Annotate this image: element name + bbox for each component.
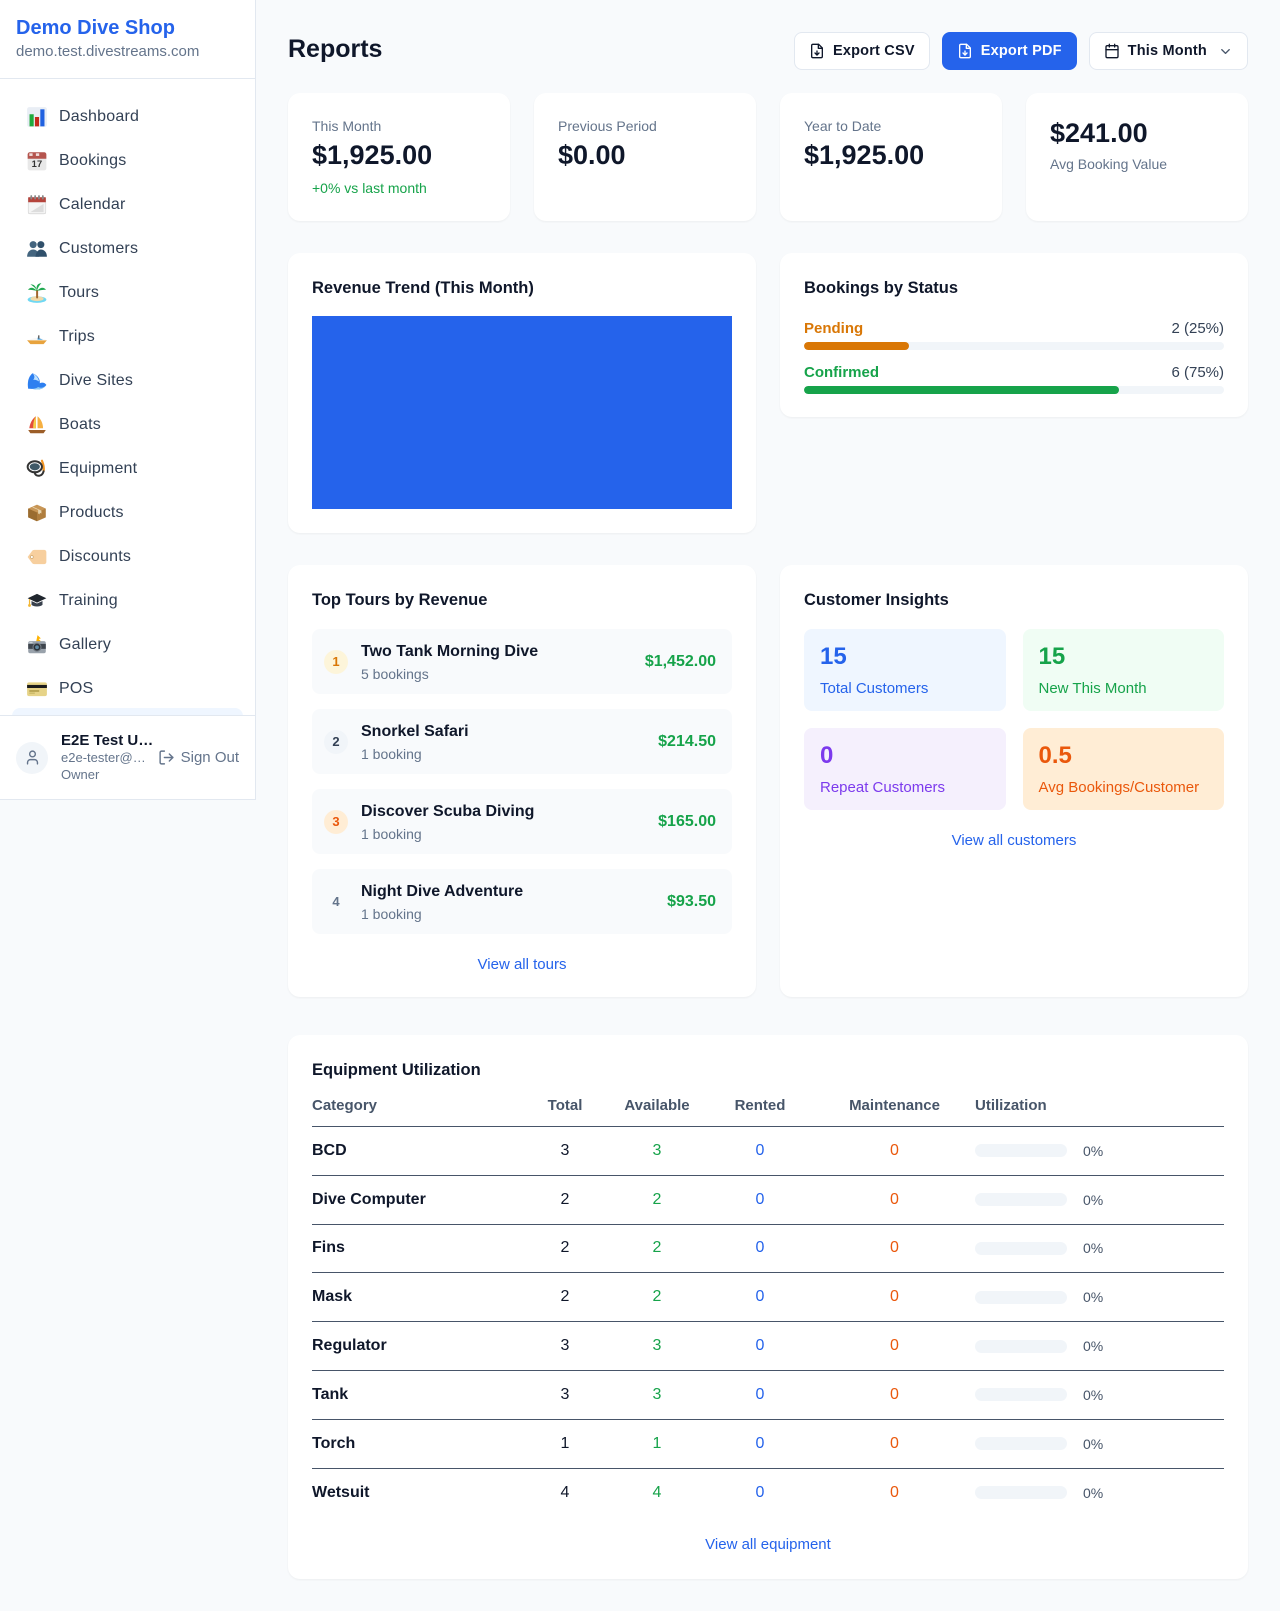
svg-text:17: 17 [32,159,43,169]
